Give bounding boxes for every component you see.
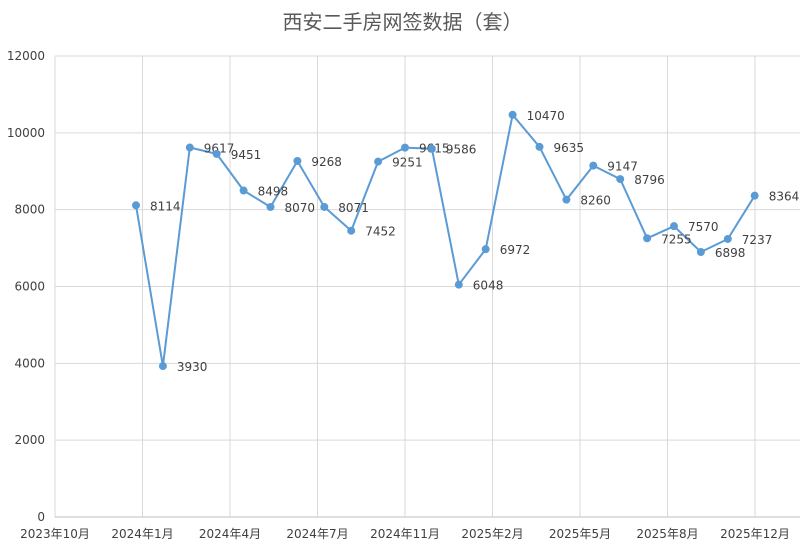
- y-tick-label: 6000: [14, 280, 45, 294]
- x-tick-label: 2024年4月: [199, 527, 261, 541]
- data-label: 9586: [446, 143, 477, 157]
- data-point: [535, 142, 544, 151]
- data-label: 8070: [285, 201, 316, 215]
- data-point: [589, 161, 598, 170]
- data-label: 10470: [527, 109, 565, 123]
- data-label: 7237: [742, 233, 773, 247]
- x-tick-label: 2025年8月: [636, 527, 698, 541]
- data-point: [670, 222, 678, 231]
- chart-title: 西安二手房网签数据（套）: [282, 10, 523, 34]
- data-point: [239, 186, 248, 195]
- y-tick-label: 4000: [14, 356, 45, 370]
- data-point: [374, 157, 383, 166]
- data-point: [616, 175, 625, 184]
- data-label: 9251: [392, 156, 423, 170]
- x-tick-label: 2025年2月: [461, 527, 523, 541]
- data-label: 7255: [661, 232, 692, 246]
- data-label: 9268: [311, 155, 342, 169]
- x-tick-label: 2024年11月: [370, 527, 440, 541]
- data-label: 6898: [715, 246, 746, 260]
- data-point: [266, 202, 275, 211]
- data-point: [158, 362, 167, 371]
- data-label: 9635: [554, 141, 585, 155]
- data-point: [401, 143, 409, 152]
- x-tick-label: 2023年10月: [20, 527, 90, 541]
- data-point: [643, 234, 652, 243]
- data-label: 8364: [769, 190, 800, 204]
- data-point: [696, 248, 705, 257]
- data-point: [212, 149, 221, 158]
- y-tick-label: 12000: [7, 49, 45, 63]
- data-label: 9147: [607, 160, 638, 174]
- x-tick-label: 2024年1月: [111, 527, 173, 541]
- x-tick-label: 2025年12月: [720, 527, 790, 541]
- data-label: 6048: [473, 279, 504, 293]
- data-point: [562, 195, 571, 204]
- data-point: [347, 226, 356, 235]
- data-label: 6972: [500, 243, 531, 257]
- data-label: 8498: [258, 185, 289, 199]
- data-point: [750, 191, 759, 200]
- x-tick-label: 2025年5月: [549, 527, 611, 541]
- data-point: [185, 143, 194, 152]
- data-label: 9451: [231, 148, 262, 162]
- series-line: [135, 113, 756, 367]
- data-label: 3930: [177, 360, 208, 374]
- data-point: [454, 280, 463, 289]
- data-label: 8114: [150, 199, 181, 213]
- y-tick-label: 0: [37, 510, 45, 524]
- data-point: [320, 202, 329, 211]
- data-point: [293, 156, 302, 165]
- data-point: [132, 201, 140, 210]
- y-tick-label: 10000: [7, 126, 45, 140]
- y-tick-label: 2000: [14, 433, 45, 447]
- data-label: 7452: [365, 225, 396, 239]
- data-point: [481, 245, 490, 254]
- x-tick-label: 2024年7月: [286, 527, 348, 541]
- data-label: 8796: [634, 173, 665, 187]
- data-label: 8071: [338, 201, 369, 215]
- data-label: 8260: [580, 194, 611, 208]
- y-tick-label: 8000: [14, 203, 45, 217]
- data-point: [508, 110, 517, 119]
- data-label: 9617: [204, 142, 235, 156]
- data-label: 7570: [688, 220, 719, 234]
- data-point: [723, 234, 732, 243]
- data-point: [427, 144, 436, 153]
